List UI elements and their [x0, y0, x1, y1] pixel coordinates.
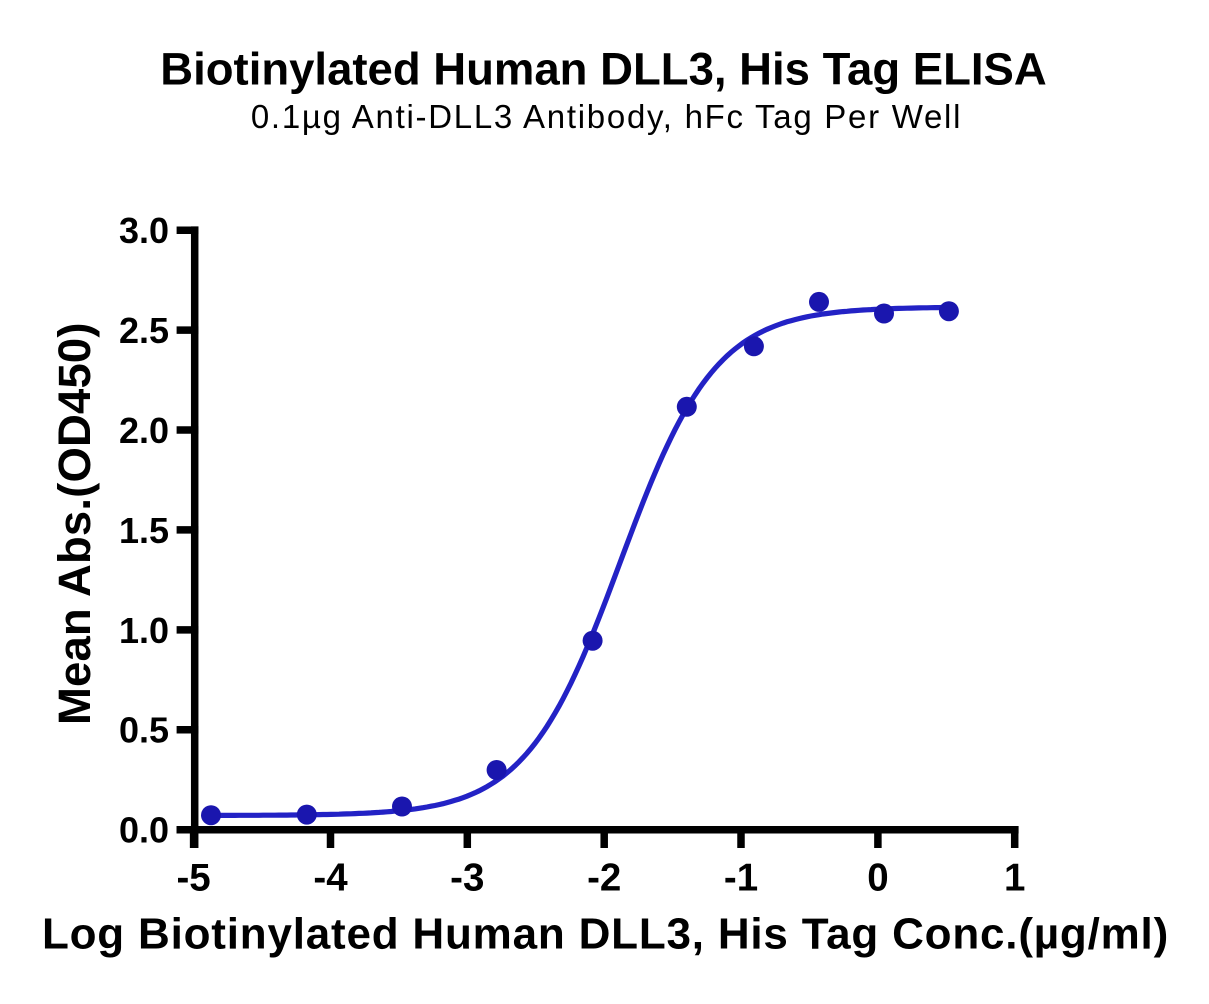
svg-text:-4: -4	[313, 857, 348, 900]
svg-text:2.0: 2.0	[119, 410, 169, 451]
svg-text:1: 1	[1004, 857, 1025, 900]
svg-text:0: 0	[867, 857, 888, 900]
svg-text:0.5: 0.5	[119, 710, 169, 751]
svg-text:Biotinylated Human DLL3, His T: Biotinylated Human DLL3, His Tag ELISA	[160, 44, 1047, 95]
svg-text:1.5: 1.5	[119, 510, 169, 551]
svg-text:-3: -3	[450, 857, 484, 900]
svg-text:Log Biotinylated Human DLL3, H: Log Biotinylated Human DLL3, His Tag Con…	[42, 910, 1169, 959]
svg-text:-1: -1	[724, 857, 758, 900]
svg-text:3.0: 3.0	[119, 210, 169, 251]
svg-text:1.0: 1.0	[119, 610, 169, 651]
svg-text:2.5: 2.5	[119, 310, 169, 351]
svg-text:-5: -5	[176, 857, 210, 900]
svg-text:0.1µg Anti-DLL3 Antibody, hFc: 0.1µg Anti-DLL3 Antibody, hFc Tag Per We…	[251, 98, 962, 135]
svg-text:-2: -2	[587, 857, 621, 900]
svg-text:Mean Abs.(OD450): Mean Abs.(OD450)	[49, 322, 100, 725]
svg-text:0.0: 0.0	[119, 810, 169, 851]
